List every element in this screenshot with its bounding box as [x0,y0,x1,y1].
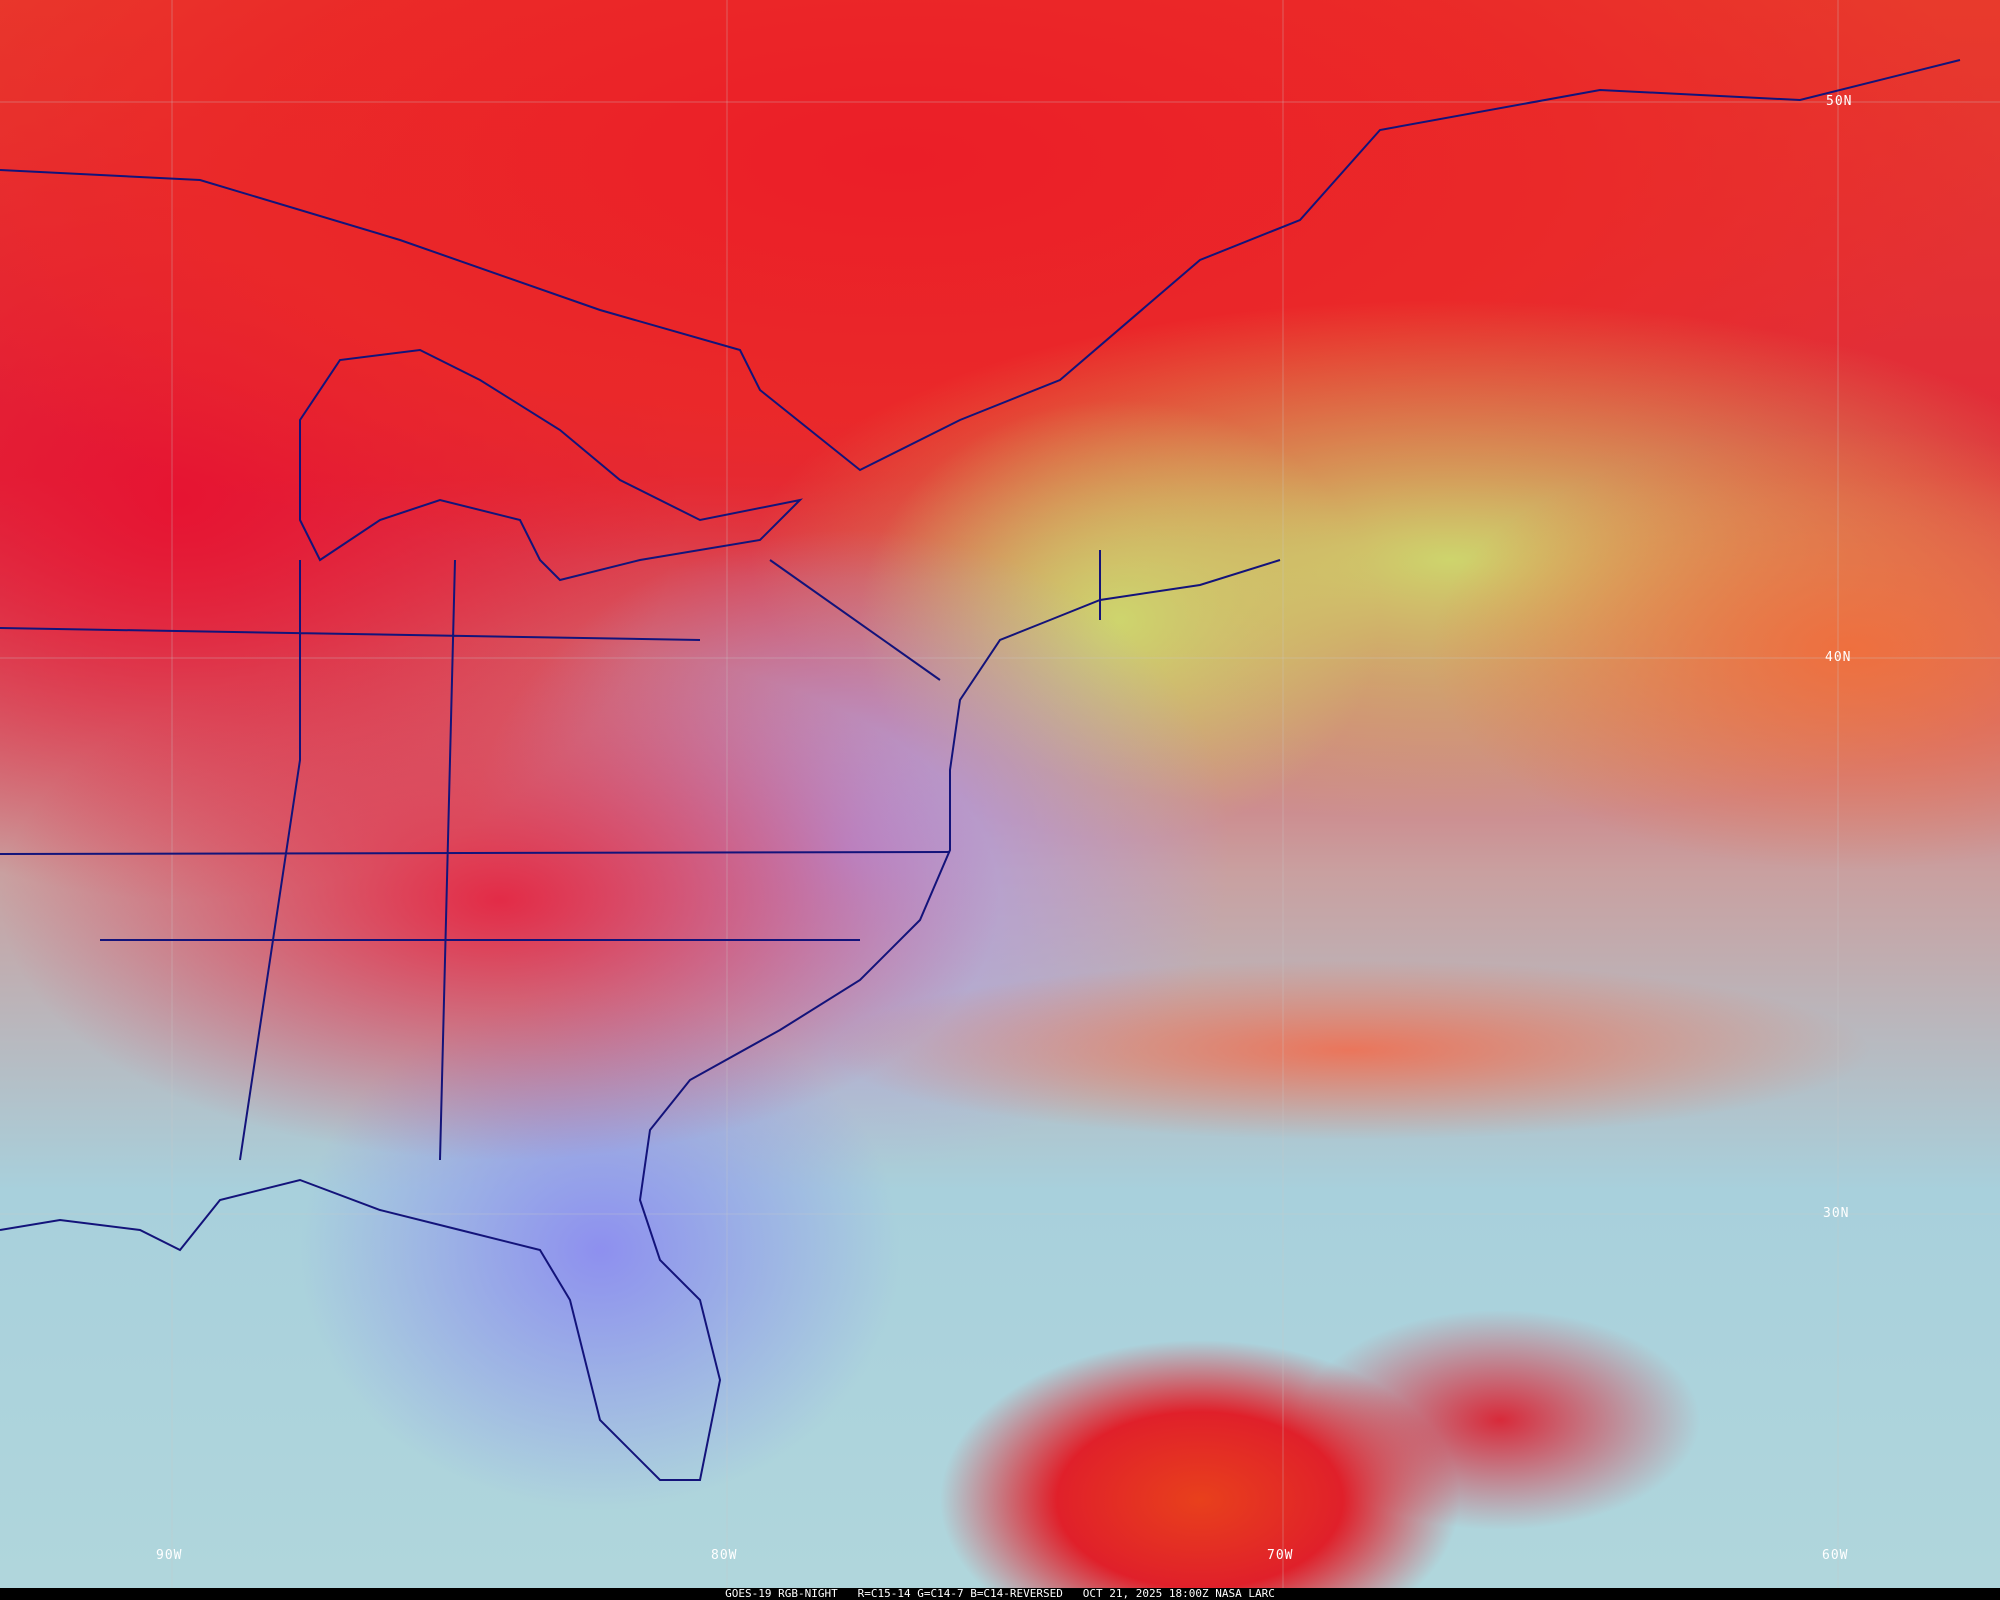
state-borders [0,550,1101,1161]
lon-label-90w: 90W [156,1548,183,1563]
lat-label-50n: 50N [1826,94,1853,109]
image-caption: GOES-19 RGB-NIGHT R=C15-14 G=C14-7 B=C14… [0,1588,2000,1600]
east-coast-outline [0,559,1281,1481]
canada-us-border [0,59,1961,472]
lat-label-30n: 30N [1823,1206,1850,1221]
lon-label-80w: 80W [711,1548,738,1563]
lon-label-70w: 70W [1267,1548,1294,1563]
lon-label-60w: 60W [1822,1548,1849,1563]
great-lakes-outline [299,348,804,582]
lat-label-40n: 40N [1825,650,1852,665]
